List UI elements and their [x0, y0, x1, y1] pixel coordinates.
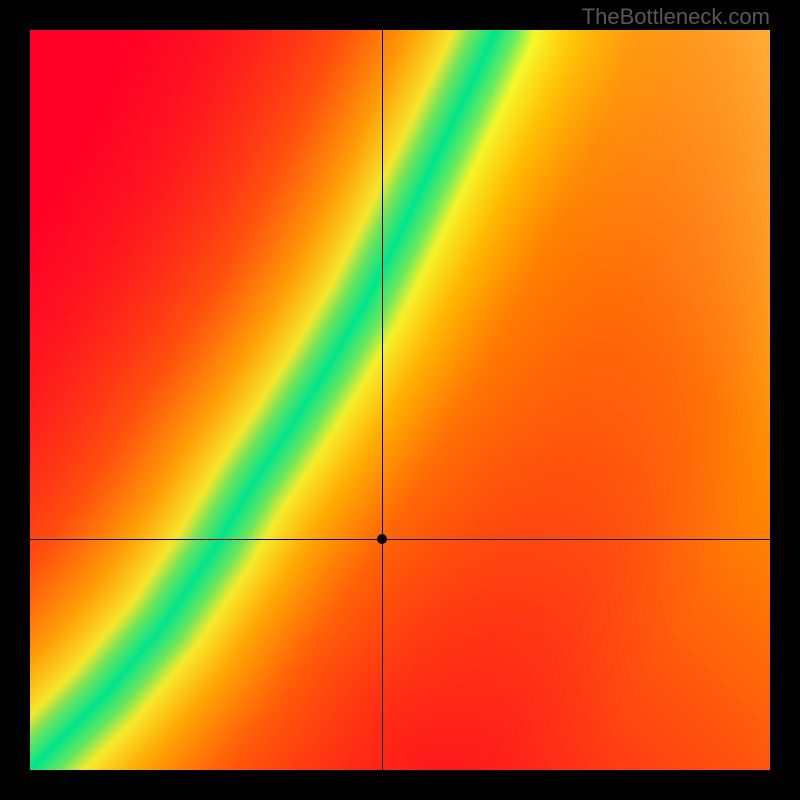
- heatmap-canvas: [30, 30, 770, 770]
- crosshair-horizontal: [30, 539, 770, 540]
- watermark-text: TheBottleneck.com: [582, 4, 770, 30]
- heatmap-plot: [30, 30, 770, 770]
- crosshair-vertical: [382, 30, 383, 770]
- crosshair-marker-dot: [377, 534, 387, 544]
